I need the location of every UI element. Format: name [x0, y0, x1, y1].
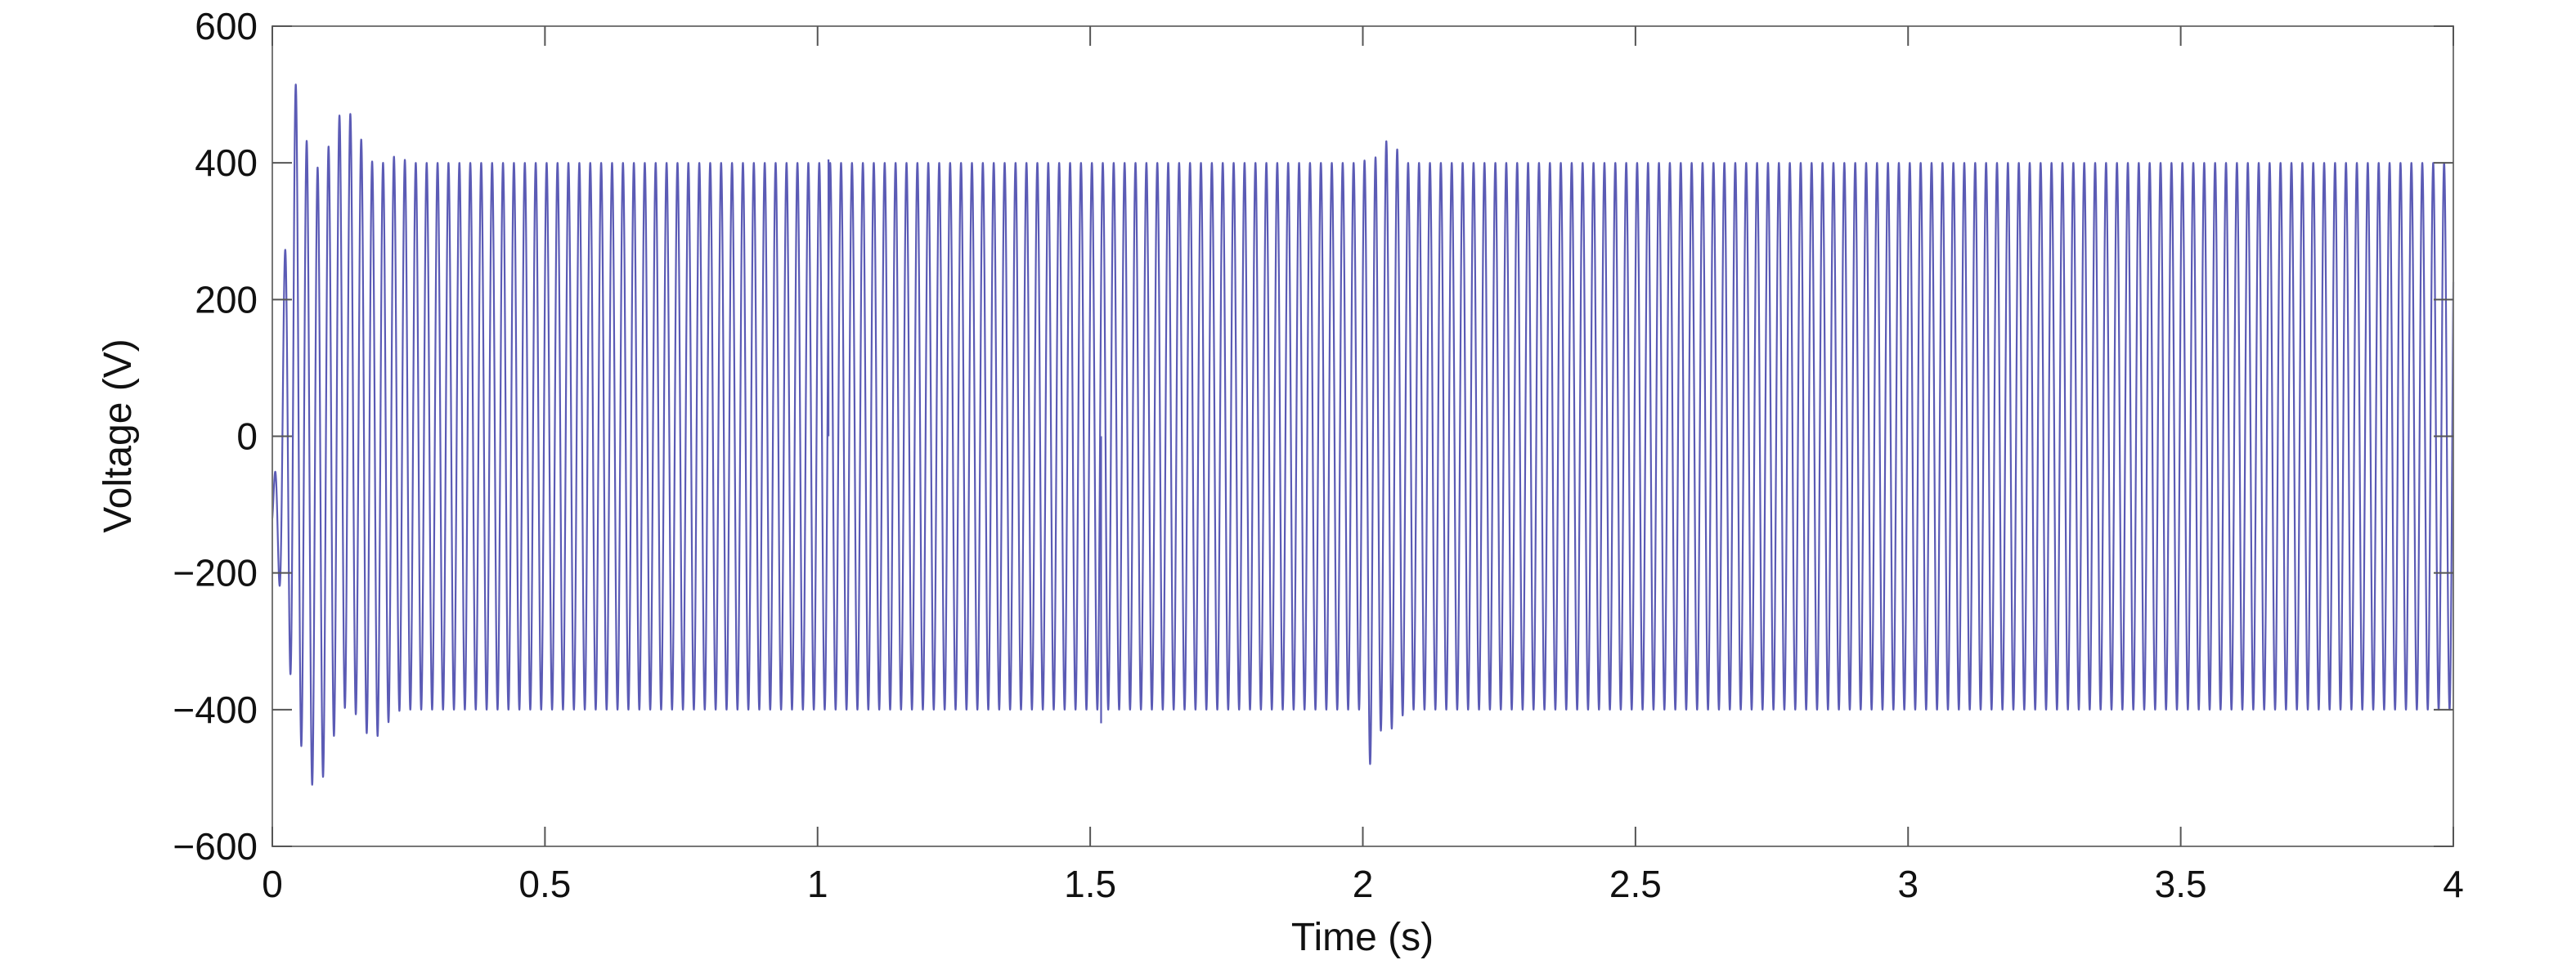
x-tick-label: 0: [262, 863, 283, 905]
x-tick-label: 4: [2443, 863, 2464, 905]
y-tick-label: 0: [236, 415, 258, 458]
x-tick-label: 1: [807, 863, 828, 905]
x-tick-label: 1.5: [1064, 863, 1116, 905]
x-tick-label: 2.5: [1609, 863, 1662, 905]
x-tick-label: 3.5: [2155, 863, 2207, 905]
y-tick-label: −200: [173, 552, 258, 594]
series-line: [271, 83, 2455, 786]
x-axis-title: Time (s): [1291, 916, 1434, 959]
y-tick-labels: 600 400 200 0 −200 −400 −600: [173, 5, 258, 868]
y-axis-title: Voltage (V): [96, 339, 140, 532]
y-tick-label: −600: [173, 825, 258, 868]
y-tick-label: −400: [173, 689, 258, 731]
y-tick-label: 400: [195, 141, 258, 184]
y-tick-label: 600: [195, 5, 258, 47]
x-tick-label: 0.5: [518, 863, 571, 905]
y-tick-label: 200: [195, 278, 258, 321]
plot-background: [272, 26, 2453, 846]
x-tick-label: 3: [1897, 863, 1919, 905]
x-tick-labels: 0 0.5 1 1.5 2 2.5 3 3.5 4: [262, 863, 2464, 905]
series-layer: [271, 83, 2455, 786]
tick-layer: [272, 25, 2454, 847]
x-tick-label: 2: [1353, 863, 1374, 905]
